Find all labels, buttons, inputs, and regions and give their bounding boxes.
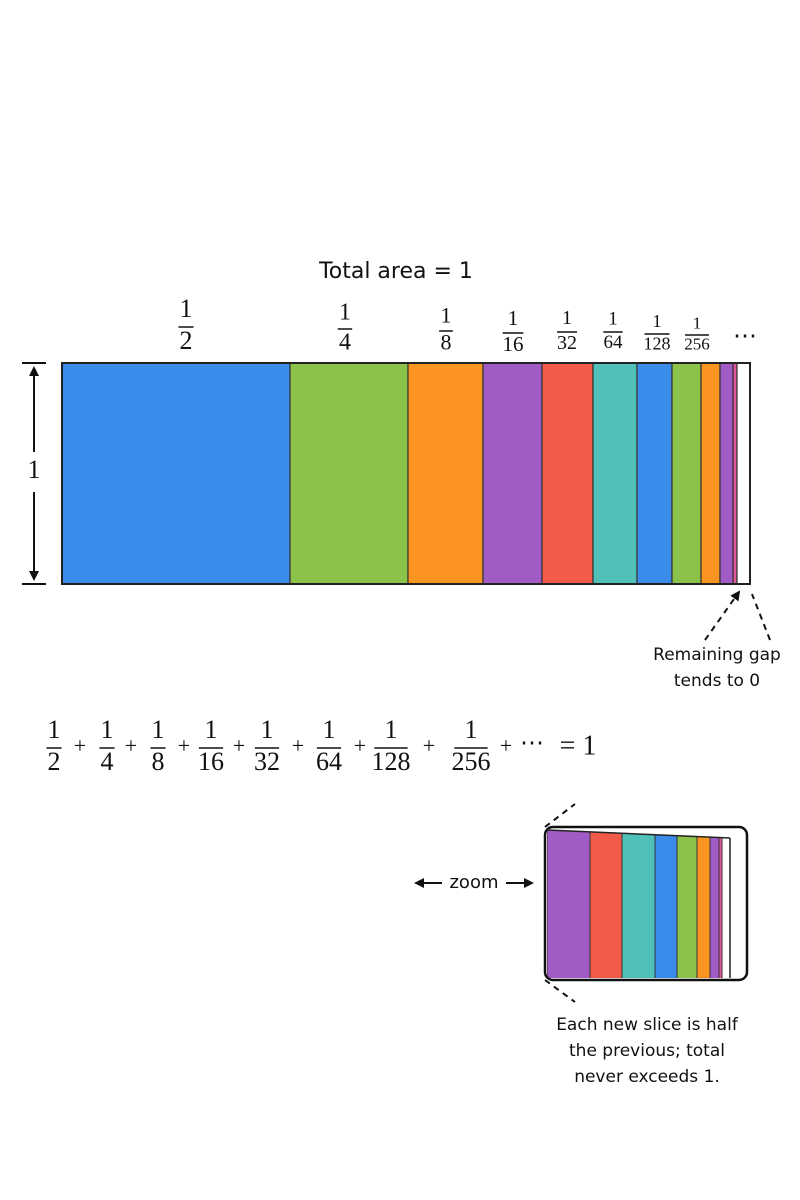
numerator: 1 bbox=[562, 307, 572, 329]
numerator: 1 bbox=[508, 306, 519, 330]
slice bbox=[636, 362, 673, 585]
inset-slice bbox=[676, 830, 698, 978]
caption: the previous; total bbox=[569, 1041, 725, 1061]
inset-frame bbox=[543, 825, 749, 982]
gap-note: tends to 0 bbox=[674, 671, 760, 691]
numerator: 1 bbox=[48, 715, 61, 744]
strip bbox=[61, 362, 751, 585]
plus: + bbox=[178, 733, 190, 758]
gap-arrow bbox=[704, 590, 741, 641]
plus: + bbox=[125, 733, 137, 758]
inset-slice bbox=[621, 830, 656, 978]
numerator: 1 bbox=[693, 313, 702, 332]
plus: + bbox=[354, 733, 366, 758]
inset-edge bbox=[546, 829, 731, 839]
numerator: 1 bbox=[465, 715, 478, 744]
slice bbox=[671, 362, 702, 585]
inset bbox=[547, 830, 730, 978]
numerator: 1 bbox=[441, 302, 452, 327]
slice bbox=[592, 362, 638, 585]
gap-arrow bbox=[751, 593, 771, 641]
numerator: 1 bbox=[180, 294, 193, 323]
plus: + bbox=[74, 733, 86, 758]
plus: + bbox=[423, 733, 435, 758]
denominator: 4 bbox=[101, 747, 114, 776]
zoom-guide bbox=[544, 803, 576, 828]
denominator: 64 bbox=[316, 747, 342, 776]
inset-slice bbox=[589, 830, 623, 978]
numerator: 1 bbox=[205, 715, 218, 744]
inset-slice bbox=[547, 830, 591, 978]
inset-slice bbox=[721, 830, 730, 978]
denominator: 2 bbox=[48, 747, 61, 776]
title: Total area = 1 bbox=[318, 259, 473, 284]
denominator: 128 bbox=[372, 747, 411, 776]
denominator: 16 bbox=[198, 747, 224, 776]
numerator: 1 bbox=[101, 715, 114, 744]
denominator: 8 bbox=[441, 330, 452, 355]
strip-border bbox=[61, 362, 751, 585]
denominator: 64 bbox=[604, 332, 624, 353]
numerator: 1 bbox=[385, 715, 398, 744]
numerator: 1 bbox=[152, 715, 165, 744]
denominator: 2 bbox=[180, 326, 193, 355]
denominator: 256 bbox=[452, 747, 491, 776]
slice bbox=[61, 362, 291, 585]
numerator: 1 bbox=[339, 300, 351, 326]
plus: + bbox=[233, 733, 245, 758]
numerator: 1 bbox=[261, 715, 274, 744]
caption: Each new slice is half bbox=[556, 1015, 739, 1035]
gap-note: Remaining gap bbox=[653, 645, 781, 665]
zoom-label: zoom bbox=[449, 872, 498, 893]
numerator: 1 bbox=[323, 715, 336, 744]
denominator: 32 bbox=[254, 747, 280, 776]
denominator: 32 bbox=[557, 332, 577, 354]
slice-ellipsis: ⋯ bbox=[733, 324, 757, 350]
plus: + bbox=[292, 733, 304, 758]
denominator: 16 bbox=[503, 332, 524, 356]
slice bbox=[289, 362, 409, 585]
plus: + bbox=[500, 733, 512, 758]
slice bbox=[700, 362, 721, 585]
side-label: 1 bbox=[28, 455, 41, 484]
ellipsis: ⋯ bbox=[520, 731, 544, 757]
slice bbox=[736, 362, 751, 585]
numerator: 1 bbox=[653, 311, 662, 331]
caption: never exceeds 1. bbox=[574, 1067, 720, 1087]
inset-slice bbox=[709, 830, 720, 978]
slice bbox=[407, 362, 484, 585]
slice bbox=[719, 362, 734, 585]
zoom-guide bbox=[544, 979, 576, 1003]
inset-slice bbox=[654, 830, 678, 978]
denominator: 4 bbox=[339, 329, 351, 355]
numerator: 1 bbox=[608, 309, 618, 330]
denominator: 128 bbox=[644, 333, 671, 353]
slice bbox=[541, 362, 594, 585]
denominator: 8 bbox=[152, 747, 165, 776]
slice bbox=[482, 362, 543, 585]
denominator: 256 bbox=[684, 334, 710, 353]
inset-slice bbox=[696, 830, 711, 978]
result: = 1 bbox=[560, 730, 597, 761]
